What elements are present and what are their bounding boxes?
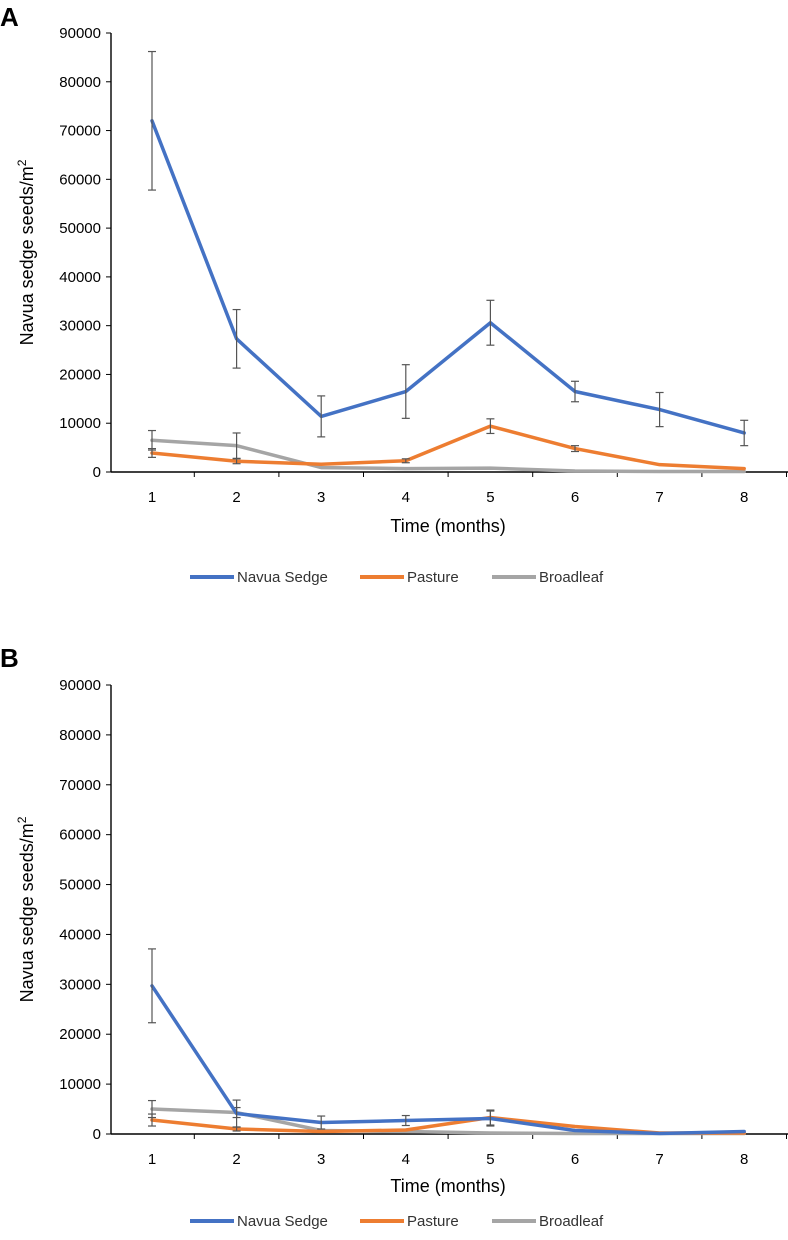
y-tick-label: 90000 bbox=[59, 25, 101, 42]
x-tick-label: 6 bbox=[571, 1151, 579, 1168]
series-pasture bbox=[148, 418, 746, 471]
y-tick-label: 70000 bbox=[59, 777, 101, 794]
y-tick-label: 30000 bbox=[59, 318, 101, 335]
legend-label: Pasture bbox=[407, 1213, 459, 1230]
y-tick-label: 80000 bbox=[59, 727, 101, 744]
y-tick-label: 10000 bbox=[59, 415, 101, 432]
x-tick-label: 8 bbox=[740, 489, 748, 506]
y-tick-label: 20000 bbox=[59, 1026, 101, 1043]
x-axis-title: Time (months) bbox=[390, 1176, 505, 1196]
y-tick-label: 80000 bbox=[59, 74, 101, 91]
chart-panel-a: A 0 10000 20000 30000 40000 50000 60000 70000 800… bbox=[0, 2, 788, 586]
chart-panel-b: B 0 10000 20000 30000 40000 50000 60000 70000 800… bbox=[0, 643, 788, 1230]
x-tick-label: 3 bbox=[317, 1151, 325, 1168]
y-tick-label: 70000 bbox=[59, 123, 101, 140]
y-axis-title-superscript: 2 bbox=[15, 159, 29, 166]
x-tick-label: 3 bbox=[317, 489, 325, 506]
x-tick-label: 2 bbox=[232, 1151, 240, 1168]
series-navua-sedge bbox=[148, 948, 746, 1136]
panel-label: A bbox=[0, 2, 19, 32]
series-line-navua-sedge bbox=[150, 119, 746, 435]
legend: Navua Sedge Pasture Broadleaf bbox=[190, 1213, 604, 1230]
y-tick-label: 60000 bbox=[59, 827, 101, 844]
legend-label: Pasture bbox=[407, 569, 459, 586]
x-tick-label: 4 bbox=[402, 489, 410, 506]
y-axis-title-superscript: 2 bbox=[15, 816, 29, 823]
x-tick-label: 4 bbox=[402, 1151, 410, 1168]
series-line-navua-sedge bbox=[150, 984, 746, 1136]
y-axis-title: Navua sedge seeds/m2 bbox=[15, 159, 37, 345]
y-tick-label: 30000 bbox=[59, 976, 101, 993]
y-axis-title: Navua sedge seeds/m2 bbox=[15, 816, 37, 1002]
legend-label: Broadleaf bbox=[539, 1213, 604, 1230]
y-tick-label: 0 bbox=[93, 464, 101, 481]
y-tick-label: 10000 bbox=[59, 1076, 101, 1093]
x-tick-label: 8 bbox=[740, 1151, 748, 1168]
legend: Navua Sedge Pasture Broadleaf bbox=[190, 569, 604, 586]
y-tick-label: 0 bbox=[93, 1126, 101, 1143]
x-tick-label: 2 bbox=[232, 489, 240, 506]
series-line-broadleaf bbox=[150, 438, 746, 474]
x-tick-label: 7 bbox=[655, 489, 663, 506]
series-line-pasture bbox=[150, 424, 746, 471]
y-tick-label: 40000 bbox=[59, 926, 101, 943]
panel-label: B bbox=[0, 643, 19, 673]
x-tick-label: 1 bbox=[148, 489, 156, 506]
legend-label: Navua Sedge bbox=[237, 569, 328, 586]
y-tick-label: 40000 bbox=[59, 269, 101, 286]
x-tick-label: 7 bbox=[655, 1151, 663, 1168]
legend-label: Navua Sedge bbox=[237, 1213, 328, 1230]
y-tick-label: 50000 bbox=[59, 877, 101, 894]
x-tick-label: 1 bbox=[148, 1151, 156, 1168]
x-tick-label: 5 bbox=[486, 1151, 494, 1168]
x-axis-title: Time (months) bbox=[390, 516, 505, 536]
x-tick-label: 6 bbox=[571, 489, 579, 506]
y-tick-label: 60000 bbox=[59, 171, 101, 188]
y-tick-label: 90000 bbox=[59, 677, 101, 694]
y-tick-label: 50000 bbox=[59, 220, 101, 237]
y-tick-label: 20000 bbox=[59, 366, 101, 383]
series-navua-sedge bbox=[148, 50, 749, 447]
y-axis-title-text: Navua sedge seeds/m bbox=[17, 166, 37, 345]
legend-label: Broadleaf bbox=[539, 569, 604, 586]
y-axis-title-text: Navua sedge seeds/m bbox=[17, 823, 37, 1002]
x-tick-label: 5 bbox=[486, 489, 494, 506]
